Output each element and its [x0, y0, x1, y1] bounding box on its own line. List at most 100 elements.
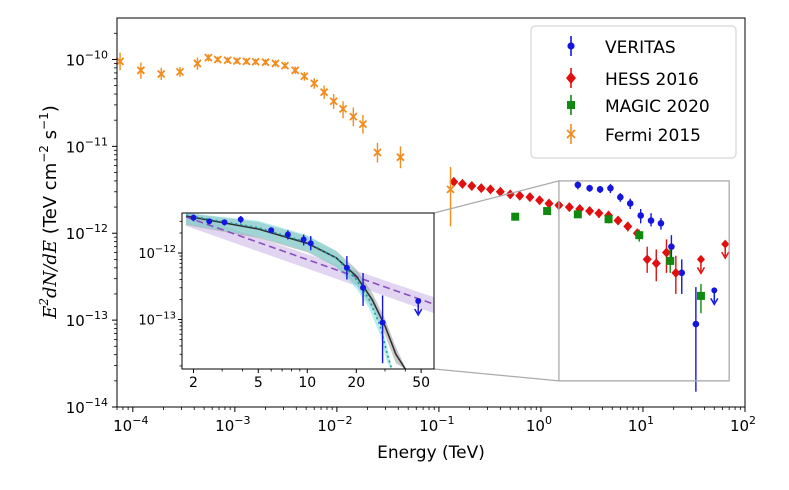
inset-x-tick-label: 50	[412, 375, 430, 391]
data-point	[671, 267, 681, 278]
y-tick-label: 10−11	[66, 135, 108, 156]
data-point	[446, 185, 455, 194]
data-point	[647, 217, 655, 224]
data-point	[543, 207, 552, 216]
data-point	[617, 193, 624, 201]
y-tick-label: 10−10	[66, 48, 108, 69]
inset-x-tick-label: 2	[189, 375, 198, 391]
data-point	[637, 212, 644, 219]
data-point	[661, 247, 671, 258]
data-point	[261, 58, 270, 67]
data-point	[635, 231, 644, 240]
x-tick-label: 102	[730, 414, 756, 435]
y-axis-label: E2dN/dE (TeV cm−2 s−1)	[37, 105, 61, 320]
zoom-connector	[433, 180, 730, 382]
inset-frame	[181, 212, 435, 370]
data-point	[651, 258, 661, 269]
data-point	[692, 320, 700, 328]
data-point	[115, 57, 125, 66]
zoom-box	[558, 180, 730, 382]
data-point	[457, 178, 467, 189]
data-point	[221, 219, 228, 226]
inset-y-tick-label: 10−12	[138, 244, 176, 262]
upper-limit	[414, 297, 423, 317]
data-point	[379, 319, 386, 326]
inset-x-tick-label: 10	[298, 375, 316, 391]
data-point	[535, 195, 545, 206]
data-point	[449, 176, 459, 187]
data-point	[574, 181, 582, 189]
legend-label-fermi: Fermi 2015	[605, 126, 701, 146]
data-point	[251, 57, 260, 66]
data-point	[525, 192, 535, 203]
series-magic-2020	[511, 207, 705, 314]
y-tick-label: 10−14	[66, 396, 108, 417]
data-point	[564, 202, 574, 213]
legend-marker-magic	[567, 95, 575, 115]
inset-data	[190, 214, 423, 364]
data-point	[291, 66, 300, 75]
data-point	[307, 240, 314, 247]
data-point	[476, 183, 486, 194]
inset-plot: 2 5 10 20 50 10−12 10−13	[138, 212, 435, 391]
legend-label-hess: HESS 2016	[605, 70, 699, 90]
model-curve-log-parabola	[185, 215, 406, 370]
data-point	[190, 214, 197, 221]
model-curve-cutoff	[185, 214, 393, 370]
data-point	[485, 184, 495, 195]
data-point	[193, 59, 202, 68]
data-point	[358, 120, 368, 129]
upper-limit	[696, 254, 706, 275]
y-tick-label: 10−12	[66, 222, 108, 243]
data-point	[232, 56, 242, 66]
upper-limit	[721, 239, 730, 260]
data-point	[573, 210, 582, 219]
data-point	[271, 59, 280, 68]
data-point	[467, 180, 477, 191]
data-point	[594, 208, 604, 219]
data-point	[511, 212, 520, 221]
legend-marker-hess	[566, 68, 576, 88]
data-point	[711, 287, 718, 294]
data-point	[415, 297, 422, 304]
data-point	[604, 215, 613, 224]
data-point	[586, 184, 593, 192]
data-point	[213, 55, 222, 64]
data-point	[175, 67, 185, 76]
data-point	[206, 218, 213, 225]
data-point	[136, 66, 146, 75]
data-point	[223, 56, 232, 65]
series-fermi-2015	[115, 52, 455, 227]
inset-x-tick-label: 5	[254, 375, 263, 391]
x-tick-label: 10−4	[113, 414, 148, 435]
data-point	[515, 190, 525, 201]
data-point	[657, 220, 665, 227]
data-point	[642, 254, 652, 265]
data-point	[237, 216, 244, 223]
data-point	[505, 189, 515, 200]
series-veritas	[574, 180, 719, 392]
data-point	[544, 198, 554, 209]
data-point	[157, 69, 166, 79]
data-point	[204, 53, 213, 62]
series-hess-2016	[449, 176, 730, 294]
inset-x-tick-label: 20	[347, 375, 365, 391]
data-point	[280, 61, 290, 70]
data-point	[626, 200, 634, 207]
data-point	[623, 221, 633, 232]
data-point	[284, 231, 291, 238]
legend-box	[530, 25, 737, 159]
x-tick-label: 10−2	[317, 414, 352, 435]
data-point	[721, 239, 730, 249]
data-point	[373, 148, 382, 157]
inset-model-curves	[185, 213, 435, 370]
legend-marker-veritas	[567, 36, 575, 56]
x-tick-label: 10−1	[419, 414, 454, 435]
data-point	[495, 186, 505, 197]
data-point	[696, 254, 705, 264]
data-point	[268, 227, 275, 234]
data-point	[319, 88, 329, 97]
main-plot-data	[115, 52, 730, 392]
legend-marker-fermi	[566, 124, 576, 144]
